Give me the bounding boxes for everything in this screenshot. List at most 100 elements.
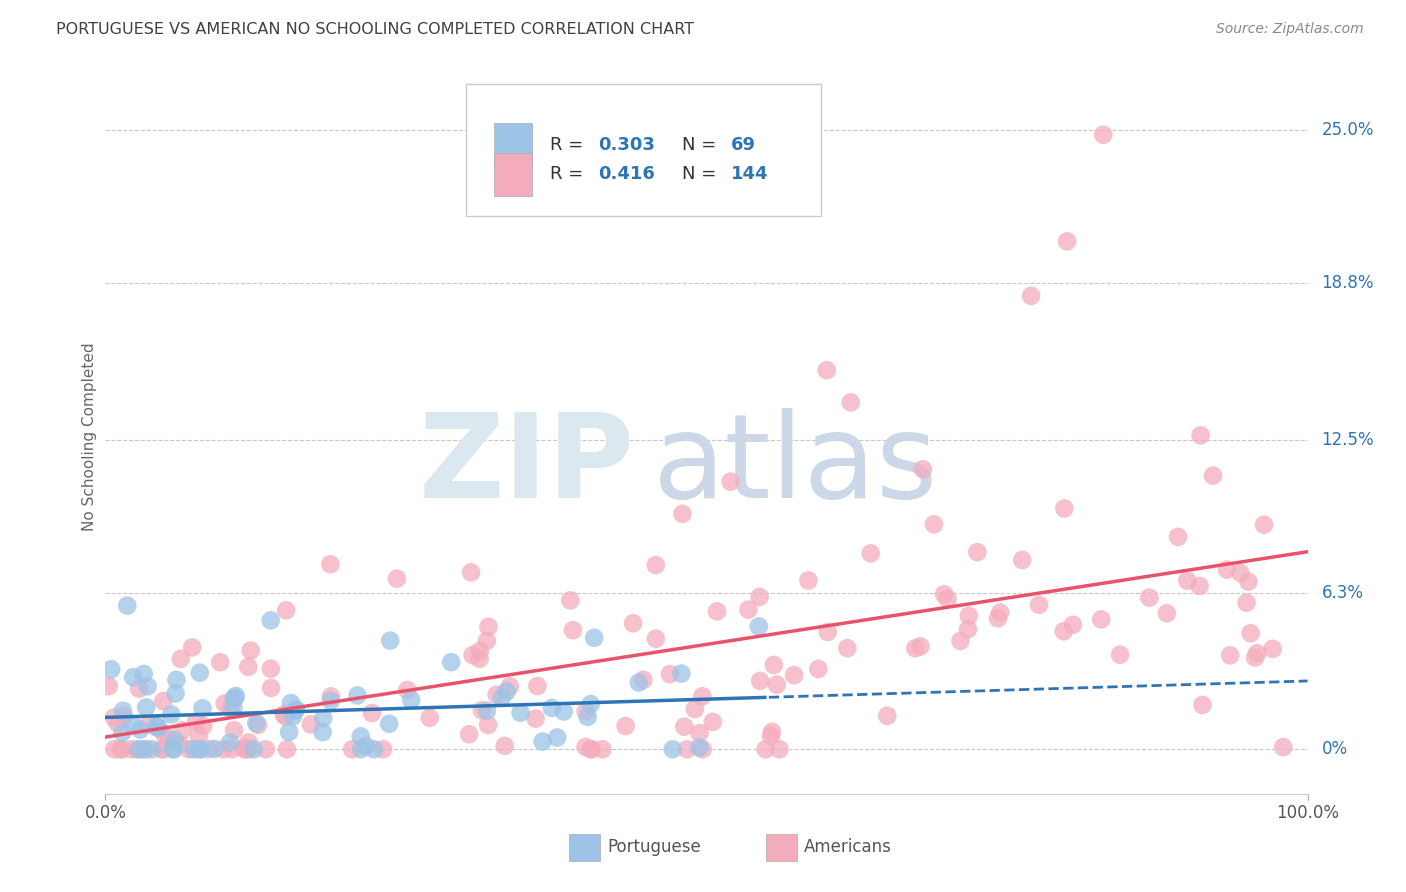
Point [198, 742, 221, 756]
Point [122, 670, 145, 684]
Text: 0%: 0% [1322, 740, 1347, 758]
Point [468, 644, 491, 658]
Point [783, 668, 806, 682]
Point [936, 591, 959, 606]
Point [233, 742, 256, 756]
Point [160, 707, 183, 722]
Point [759, 729, 782, 743]
Point [128, 681, 150, 696]
Point [361, 706, 384, 720]
Point [761, 724, 783, 739]
Point [385, 572, 408, 586]
Point [1236, 596, 1258, 610]
Text: 144: 144 [731, 166, 768, 184]
Point [575, 705, 598, 719]
Point [987, 611, 1010, 625]
Point [531, 734, 554, 748]
Point [720, 475, 742, 489]
Point [129, 723, 152, 737]
Point [688, 740, 710, 755]
Point [399, 692, 422, 706]
Point [581, 742, 603, 756]
Point [949, 633, 972, 648]
Point [225, 689, 247, 703]
Point [1090, 612, 1112, 626]
Point [222, 723, 245, 738]
Point [957, 608, 980, 623]
Point [633, 673, 655, 687]
Point [1246, 646, 1268, 660]
Point [191, 701, 214, 715]
Point [676, 742, 699, 756]
Point [243, 742, 266, 756]
Point [499, 679, 522, 693]
Point [183, 742, 205, 756]
Point [1191, 698, 1213, 712]
Point [127, 742, 149, 756]
Text: 0.303: 0.303 [599, 136, 655, 153]
Point [1244, 650, 1267, 665]
Text: 0.416: 0.416 [599, 166, 655, 184]
Point [1229, 566, 1251, 580]
Point [285, 702, 308, 716]
Text: Source: ZipAtlas.com: Source: ZipAtlas.com [1216, 22, 1364, 37]
Point [956, 622, 979, 636]
Point [110, 742, 132, 756]
Text: R =: R = [550, 166, 589, 184]
Point [471, 703, 494, 717]
Text: Americans: Americans [804, 838, 893, 856]
Point [1216, 563, 1239, 577]
Point [768, 742, 790, 756]
Point [103, 742, 125, 756]
Y-axis label: No Schooling Completed: No Schooling Completed [82, 343, 97, 532]
Point [221, 742, 243, 756]
Point [378, 716, 401, 731]
Point [762, 657, 785, 672]
Point [188, 742, 211, 756]
Point [458, 727, 481, 741]
Point [702, 714, 724, 729]
Point [132, 742, 155, 756]
Text: ZIP: ZIP [419, 409, 634, 523]
Point [219, 701, 242, 715]
FancyBboxPatch shape [465, 84, 821, 216]
Point [97, 679, 120, 693]
Point [1062, 617, 1084, 632]
Point [911, 462, 934, 476]
Point [910, 640, 932, 654]
Point [236, 742, 259, 756]
Point [254, 742, 277, 756]
Point [184, 714, 207, 729]
Point [988, 606, 1011, 620]
Point [1028, 598, 1050, 612]
Point [1189, 428, 1212, 442]
Point [579, 742, 602, 756]
Point [112, 709, 135, 723]
Text: PORTUGUESE VS AMERICAN NO SCHOOLING COMPLETED CORRELATION CHART: PORTUGUESE VS AMERICAN NO SCHOOLING COMP… [56, 22, 695, 37]
Point [396, 683, 419, 698]
Point [222, 700, 245, 714]
Point [163, 733, 186, 747]
Point [222, 691, 245, 706]
Point [246, 718, 269, 732]
Point [526, 679, 548, 693]
Point [748, 619, 770, 633]
Text: N =: N = [682, 136, 723, 153]
Point [440, 655, 463, 669]
Point [1188, 579, 1211, 593]
Point [683, 702, 706, 716]
Point [817, 624, 839, 639]
Point [135, 700, 157, 714]
Point [560, 593, 582, 607]
Point [575, 739, 598, 754]
Text: Portuguese: Portuguese [607, 838, 702, 856]
Point [461, 648, 484, 662]
Point [170, 652, 193, 666]
Point [188, 665, 211, 680]
Point [661, 742, 683, 756]
Point [468, 651, 491, 665]
Point [219, 735, 242, 749]
Text: 69: 69 [731, 136, 755, 153]
Point [172, 723, 194, 738]
Point [797, 574, 820, 588]
